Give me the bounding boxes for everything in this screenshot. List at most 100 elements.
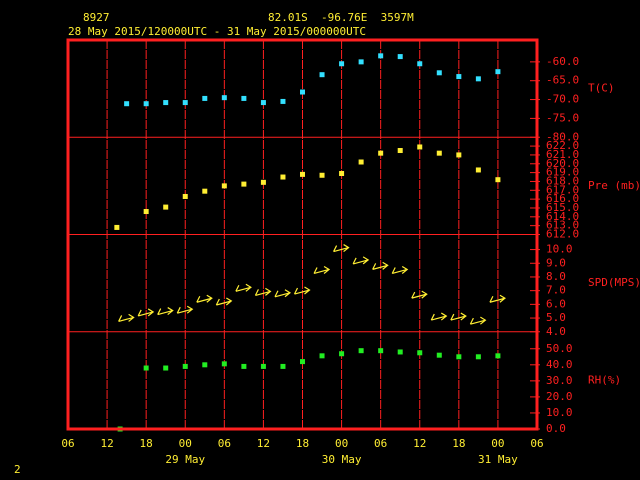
arrow xyxy=(274,289,292,298)
y-tick-label: 620.0 xyxy=(546,157,579,170)
point xyxy=(163,100,169,106)
x-tick-label: 18 xyxy=(296,437,309,450)
date-label: 30 May xyxy=(322,453,362,466)
x-tick-label: 00 xyxy=(179,437,192,450)
y-tick-label: 8.0 xyxy=(546,270,566,283)
point xyxy=(300,359,305,365)
wind-arrow xyxy=(489,294,506,303)
date-label: 31 May xyxy=(478,453,518,466)
x-tick-label: 06 xyxy=(61,437,74,450)
x-tick-label: 12 xyxy=(257,437,270,450)
wind-arrow xyxy=(196,294,213,303)
x-tick-label: 12 xyxy=(100,437,113,450)
wind-arrow xyxy=(176,305,194,314)
point xyxy=(124,101,130,107)
point xyxy=(280,174,286,180)
wind-arrow xyxy=(391,265,409,275)
y-tick-label: 614.0 xyxy=(546,210,579,223)
arrow xyxy=(391,265,409,275)
y-tick-label: 615.0 xyxy=(546,201,579,214)
point xyxy=(378,53,384,59)
point xyxy=(182,363,188,369)
footer: 2 xyxy=(14,463,21,476)
arrow xyxy=(450,312,467,321)
point xyxy=(397,148,403,154)
panel-label: T(C) xyxy=(588,82,615,95)
arrow xyxy=(254,287,272,296)
y-tick-label: 10.0 xyxy=(546,406,573,419)
x-tick-label: 06 xyxy=(530,437,543,450)
wind-arrow xyxy=(215,297,233,306)
date-label: 29 May xyxy=(165,453,205,466)
point xyxy=(260,100,266,106)
y-tick-label: 9.0 xyxy=(546,256,566,269)
point xyxy=(319,172,325,178)
point xyxy=(143,365,149,371)
arrow xyxy=(215,297,233,306)
point xyxy=(495,69,501,75)
point xyxy=(280,98,286,104)
y-tick-label: 40.0 xyxy=(546,358,573,371)
point xyxy=(339,351,345,357)
point xyxy=(495,177,501,183)
y-tick-label: 621.0 xyxy=(546,148,579,161)
x-tick-label: 06 xyxy=(218,437,231,450)
point xyxy=(456,152,462,158)
location: 82.01S -96.76E 3597M xyxy=(268,11,414,24)
panel-label: RH(%) xyxy=(588,373,621,386)
point xyxy=(182,100,188,106)
y-tick-label: 6.0 xyxy=(546,297,566,310)
wind-arrow xyxy=(411,290,428,299)
y-tick-label: 4.0 xyxy=(546,325,566,338)
y-tick-label: 618.0 xyxy=(546,174,579,187)
point xyxy=(260,363,266,369)
point xyxy=(397,349,403,355)
plot-frame xyxy=(66,38,539,431)
y-tick-label: 50.0 xyxy=(546,342,573,355)
point xyxy=(339,170,345,176)
point xyxy=(163,365,169,371)
point xyxy=(436,150,442,156)
point xyxy=(417,144,423,150)
arrow xyxy=(333,244,350,253)
point xyxy=(280,363,286,369)
station: 8927 xyxy=(83,11,110,24)
arrow xyxy=(489,294,506,303)
wind-arrow xyxy=(430,312,448,321)
y-tick-label: -75.0 xyxy=(546,111,579,124)
point xyxy=(241,363,247,369)
point xyxy=(378,150,384,156)
x-tick-label: 00 xyxy=(491,437,504,450)
y-tick-label: 20.0 xyxy=(546,390,573,403)
panel-label: SPD(MPS) xyxy=(588,276,640,289)
point xyxy=(300,171,305,177)
wind-arrow xyxy=(372,261,389,270)
y-tick-label: -65.0 xyxy=(546,74,579,87)
point xyxy=(163,204,169,210)
period: 28 May 2015/120000UTC - 31 May 2015/0000… xyxy=(68,25,366,38)
y-tick-label: 622.0 xyxy=(546,139,579,152)
panel-label: Pre (mb) xyxy=(588,179,640,192)
arrow xyxy=(430,312,448,321)
point xyxy=(475,167,481,173)
point xyxy=(202,95,208,101)
y-tick-label: 613.0 xyxy=(546,219,579,232)
wind-arrow xyxy=(235,283,252,292)
arrow xyxy=(372,261,389,270)
wind-arrow xyxy=(254,287,272,296)
point xyxy=(114,224,120,230)
point xyxy=(495,353,501,359)
y-tick-label: 612.0 xyxy=(546,228,579,241)
point xyxy=(417,61,423,67)
point xyxy=(300,89,305,95)
point xyxy=(417,350,423,356)
point xyxy=(456,74,462,80)
arrow xyxy=(411,290,428,299)
point xyxy=(241,181,247,187)
x-tick-label: 12 xyxy=(413,437,426,450)
point xyxy=(358,348,364,354)
x-tick-label: 00 xyxy=(335,437,348,450)
y-tick-label: 30.0 xyxy=(546,374,573,387)
point xyxy=(143,209,149,215)
